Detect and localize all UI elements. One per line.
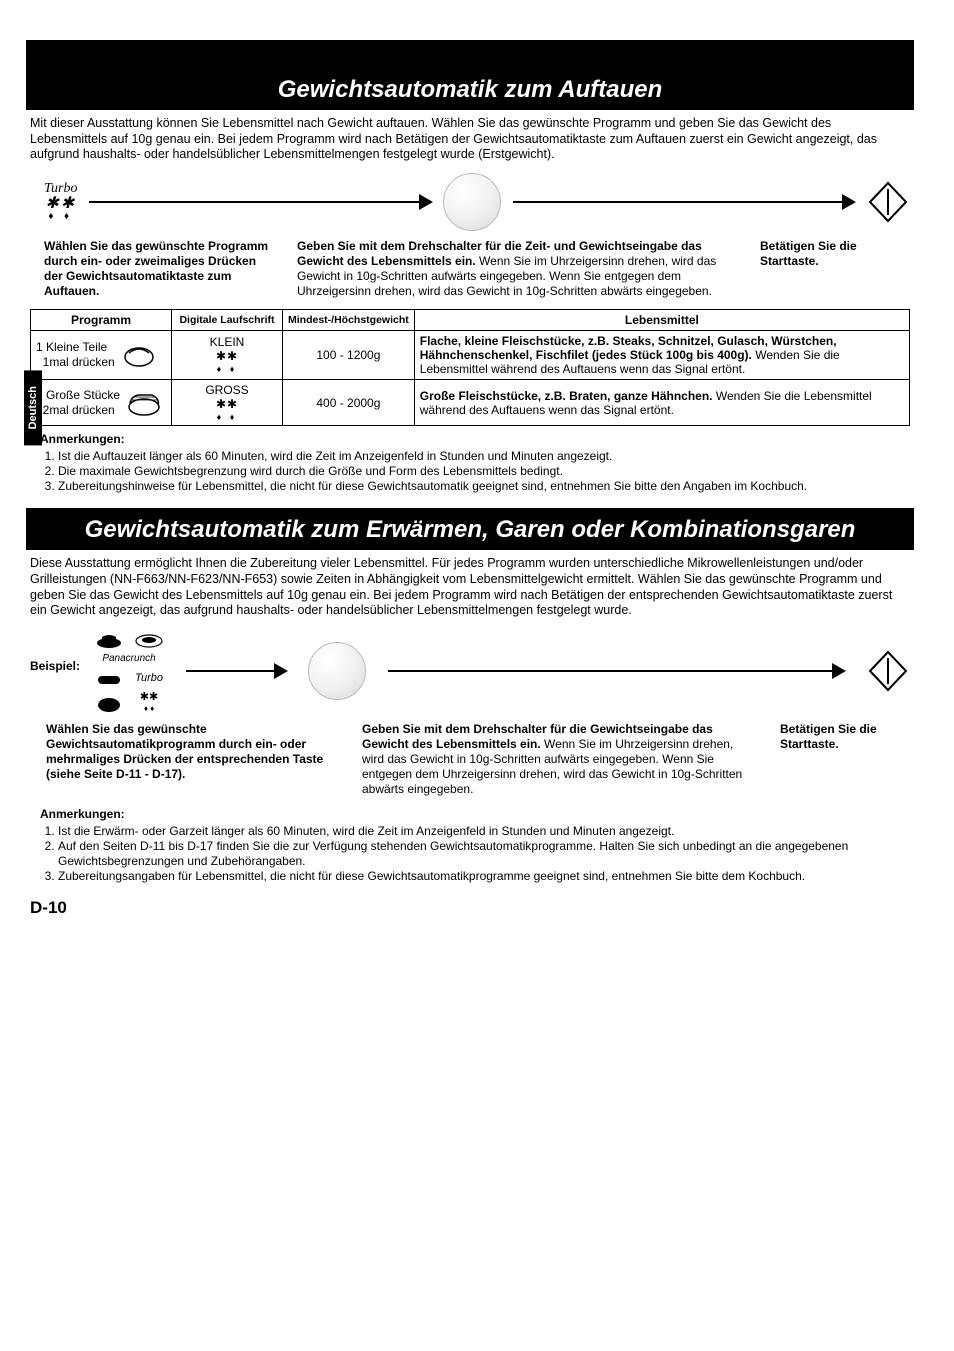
- defrost-icon: ✱✱♦ ♦: [134, 692, 164, 714]
- row2-food-bold: Große Fleischstücke, z.B. Braten, ganze …: [420, 389, 713, 403]
- row2-name: Große Stücke: [46, 388, 120, 402]
- panacrunch-label: Panacrunch: [94, 653, 164, 664]
- section2-notes: Anmerkungen: Ist die Erwärm- oder Garzei…: [40, 807, 910, 884]
- turbo-label: Turbo: [44, 182, 77, 196]
- arrow-icon: [513, 201, 854, 203]
- notes-title: Anmerkungen:: [40, 807, 910, 822]
- turbo-defrost-button-icon: Turbo ✱✱ ♦ ♦: [44, 182, 77, 222]
- caption-press-start: Betätigen Sie die Starttaste.: [760, 239, 910, 299]
- note-item: Ist die Auftauzeit länger als 60 Minuten…: [58, 449, 910, 464]
- snowflake-icon: ✱✱: [177, 349, 277, 363]
- arrow-icon: [186, 670, 286, 672]
- arrow-icon: [388, 670, 844, 672]
- row1-weight: 100 - 1200g: [283, 330, 415, 379]
- drops-icon: ♦ ♦: [44, 212, 77, 222]
- caption-enter-weight: Geben Sie mit dem Drehschalter für die Z…: [297, 239, 732, 299]
- section1-captions: Wählen Sie das gewünschte Programm durch…: [44, 239, 910, 299]
- grill-icon: [94, 668, 124, 688]
- plate-icon: [134, 629, 164, 649]
- note-item: Zubereitungsangaben für Lebensmittel, di…: [58, 869, 910, 884]
- start-button-icon: [866, 649, 910, 693]
- note-item: Zubereitungshinweise für Lebensmittel, d…: [58, 479, 910, 494]
- section1-title: Gewichtsautomatik zum Auftauen: [26, 40, 914, 110]
- snowflake-icon: ✱✱: [44, 196, 77, 212]
- row1-num: 1: [36, 340, 43, 354]
- th-food: Lebensmittel: [414, 309, 909, 330]
- note-item: Ist die Erwärm- oder Garzeit länger als …: [58, 824, 910, 839]
- dial-icon: [308, 642, 366, 700]
- chicken-icon: [94, 693, 124, 713]
- caption-select-program: Wählen Sie das gewünschte Gewichtsautoma…: [46, 722, 326, 797]
- th-program: Programm: [31, 309, 172, 330]
- section2-steps: Beispiel: Panacrunch Turbo ✱✱♦ ♦: [30, 629, 910, 714]
- program-buttons-grid: Panacrunch Turbo ✱✱♦ ♦: [94, 629, 164, 714]
- example-label: Beispiel:: [30, 659, 80, 673]
- language-tab: Deutsch: [24, 370, 42, 445]
- drops-icon: ♦ ♦: [177, 412, 277, 423]
- program-table: Programm Digitale Laufschrift Mindest-/H…: [30, 309, 910, 427]
- section1-intro: Mit dieser Ausstattung können Sie Lebens…: [30, 116, 910, 163]
- row1-digital: KLEIN: [177, 335, 277, 349]
- large-pieces-icon: [126, 389, 162, 417]
- section1-notes: Anmerkungen: Ist die Auftauzeit länger a…: [40, 432, 910, 494]
- th-weight: Mindest-/Höchstgewicht: [283, 309, 415, 330]
- section2-captions: Wählen Sie das gewünschte Gewichtsautoma…: [46, 722, 910, 797]
- caption-press-start: Betätigen Sie die Starttaste.: [780, 722, 910, 797]
- row1-name: Kleine Teile: [46, 340, 107, 354]
- notes-title: Anmerkungen:: [40, 432, 910, 447]
- note-item: Auf den Seiten D-11 bis D-17 finden Sie …: [58, 839, 910, 869]
- small-pieces-icon: [121, 341, 157, 369]
- caption-select-program: Wählen Sie das gewünschte Programm durch…: [44, 239, 269, 299]
- row2-digital: GROSS: [177, 383, 277, 397]
- cup-icon: [94, 629, 124, 649]
- start-button-icon: [866, 180, 910, 224]
- turbo-label: Turbo: [135, 672, 163, 684]
- drops-icon: ♦ ♦: [177, 364, 277, 375]
- row1-press: 1mal drücken: [43, 355, 115, 369]
- caption-enter-weight: Geben Sie mit dem Drehschalter für die G…: [362, 722, 744, 797]
- table-row: 2 Große Stücke 2mal drücken GROSS ✱✱ ♦ ♦…: [31, 379, 910, 426]
- section2-intro: Diese Ausstattung ermöglicht Ihnen die Z…: [30, 556, 910, 619]
- section2-title: Gewichtsautomatik zum Erwärmen, Garen od…: [26, 508, 914, 550]
- section1-steps: Turbo ✱✱ ♦ ♦: [44, 173, 910, 231]
- table-row: 1 Kleine Teile 1mal drücken KLEIN ✱✱ ♦ ♦…: [31, 330, 910, 379]
- snowflake-icon: ✱✱: [177, 397, 277, 411]
- row2-weight: 400 - 2000g: [283, 379, 415, 426]
- arrow-icon: [89, 201, 430, 203]
- row2-press: 2mal drücken: [43, 403, 115, 417]
- th-digital: Digitale Laufschrift: [172, 309, 283, 330]
- page-number: D-10: [30, 898, 914, 918]
- note-item: Die maximale Gewichtsbegrenzung wird dur…: [58, 464, 910, 479]
- dial-icon: [443, 173, 501, 231]
